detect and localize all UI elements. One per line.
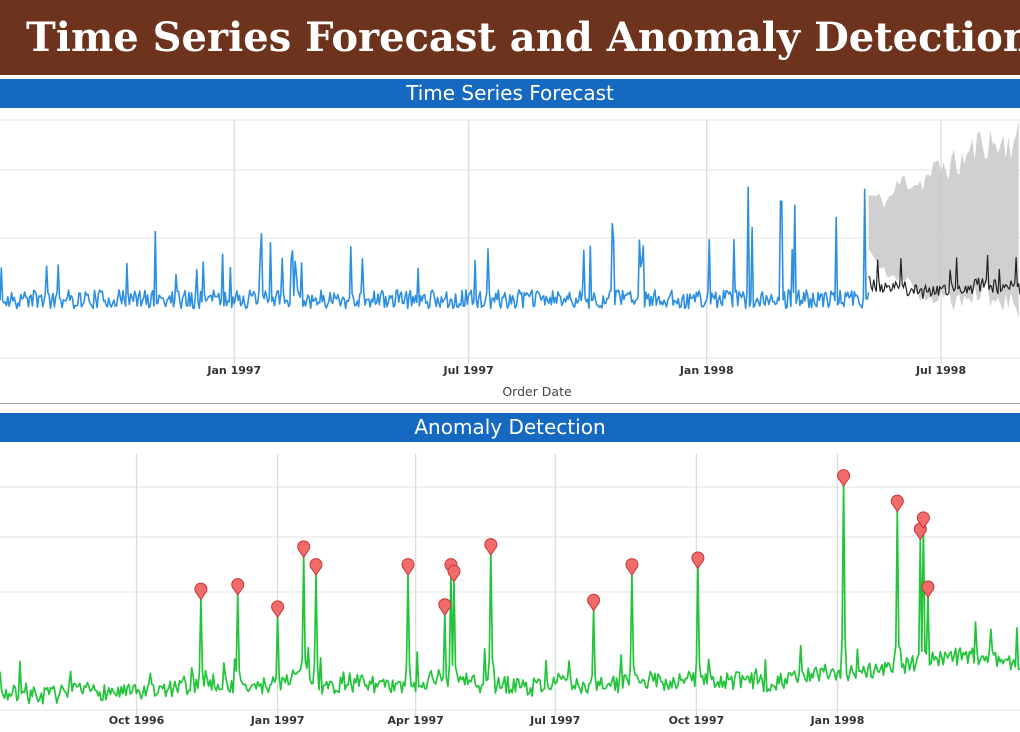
anomaly-marker[interactable]	[297, 540, 311, 559]
anomaly-x-tick-label-3: Jul 1997	[529, 714, 580, 727]
anomaly-x-tick-label-2: Apr 1997	[388, 714, 444, 727]
forecast-panel-title: Time Series Forecast	[0, 79, 1020, 108]
anomaly-chart: Oct 1996 Jan 1997 Apr 1997 Jul 1997 Oct 1997…	[0, 454, 1020, 727]
forecast-panel-border	[0, 403, 1020, 404]
anomaly-x-tick-label-5: Jan 1998	[810, 714, 865, 727]
anomaly-marker[interactable]	[309, 558, 323, 576]
anomaly-x-tick-label-1: Jan 1997	[250, 714, 305, 727]
anomaly-x-tick-label-4: Oct 1997	[669, 714, 725, 727]
anomaly-marker[interactable]	[587, 593, 601, 612]
forecast-chart: Jan 1997 Jul 1997 Jan 1998 Jul 1998 Order Da…	[0, 119, 1020, 399]
anomaly-marker[interactable]	[890, 494, 904, 513]
forecast-panel: Time Series Forecast Jan 1997 Jul 1997 Jan…	[0, 79, 1020, 409]
forecast-x-tick-label-1: Jul 1997	[443, 364, 494, 377]
anomaly-marker[interactable]	[691, 551, 705, 570]
anomaly-marker[interactable]	[921, 580, 935, 599]
anomaly-marker[interactable]	[231, 578, 245, 597]
forecast-x-tick-label-0: Jan 1997	[206, 364, 261, 377]
anomaly-marker[interactable]	[438, 598, 452, 617]
anomaly-marker[interactable]	[916, 511, 930, 530]
anomaly-panel: Anomaly Detection Oct 1996 Jan 1997 Apr 19…	[0, 413, 1020, 732]
anomaly-marker[interactable]	[484, 538, 498, 556]
forecast-confidence-band	[868, 120, 1019, 319]
x-axis-title: Order Date	[502, 384, 572, 399]
series-line-forecast	[868, 254, 1020, 299]
anomaly-marker[interactable]	[625, 558, 639, 576]
anomaly-panel-title: Anomaly Detection	[0, 413, 1020, 442]
anomaly-marker[interactable]	[447, 564, 461, 583]
series-line-anomaly	[0, 483, 1020, 705]
anomaly-x-tick-label-0: Oct 1996	[109, 714, 165, 727]
anomaly-marker[interactable]	[401, 558, 415, 576]
page-title: Time Series Forecast and Anomaly Detecti…	[0, 0, 1020, 75]
forecast-x-tick-label-3: Jul 1998	[915, 364, 966, 377]
forecast-x-tick-label-2: Jan 1998	[679, 364, 734, 377]
series-line-actual	[0, 186, 870, 310]
anomaly-marker[interactable]	[194, 582, 208, 601]
anomaly-marker[interactable]	[271, 600, 285, 619]
anomaly-marker[interactable]	[837, 469, 851, 487]
